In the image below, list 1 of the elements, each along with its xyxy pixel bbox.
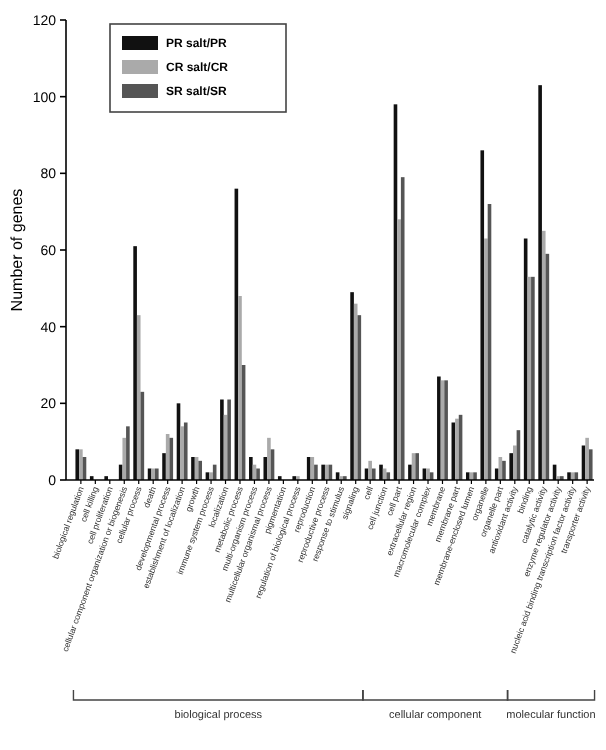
y-axis-title: Number of genes xyxy=(8,188,26,312)
